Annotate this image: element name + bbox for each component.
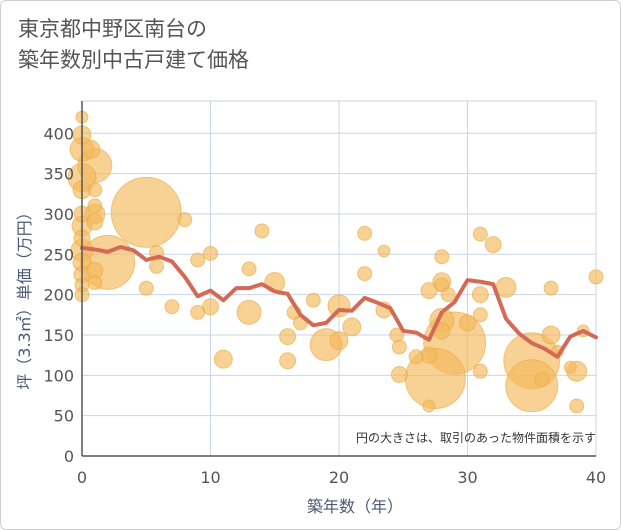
chart-title: 東京都中野区南台の 築年数別中古戸建て価格 (18, 14, 249, 76)
bubble-size-note: 円の大きさは、取引のあった物件面積を示す (356, 430, 596, 445)
y-tick-label-100: 100 (43, 366, 74, 385)
bubble-18 (86, 213, 104, 231)
y-tick-label-300: 300 (43, 205, 74, 224)
bubble-25 (149, 258, 165, 274)
bubble-66 (472, 226, 488, 242)
x-axis-title: 築年数（年） (307, 497, 403, 516)
bubble-70 (484, 236, 502, 254)
bubble-33 (241, 261, 257, 277)
x-tick-label-20: 20 (329, 468, 349, 487)
bubble-75 (543, 280, 559, 296)
bubbles (67, 110, 604, 414)
bubble-27 (177, 212, 193, 228)
y-tick-label-150: 150 (43, 326, 74, 345)
x-tick-label-0: 0 (77, 468, 87, 487)
y-tick-label-0: 0 (64, 447, 74, 466)
bubble-43 (327, 294, 351, 318)
bubble-37 (279, 328, 297, 346)
bubble-58 (434, 249, 450, 265)
chart-title-line-1: 東京都中野区南台の (18, 17, 207, 41)
bubble-23 (138, 280, 154, 296)
bubble-56 (422, 399, 436, 413)
axes (81, 101, 596, 457)
bubble-82 (588, 269, 604, 285)
bubble-38 (279, 352, 297, 370)
bubble-65 (459, 314, 476, 332)
bubble-15 (87, 182, 103, 198)
bubble-29 (190, 304, 206, 320)
bubble-63 (440, 287, 456, 303)
y-tick-label-200: 200 (43, 286, 74, 305)
bubble-35 (254, 223, 270, 239)
bubble-28 (190, 252, 206, 268)
bubble-34 (236, 299, 262, 325)
bubble-67 (471, 286, 489, 304)
chart-title-line-2: 築年数別中古戸建て価格 (18, 48, 249, 72)
bubble-69 (472, 363, 488, 379)
bubble-73 (505, 359, 559, 413)
bubble-32 (213, 349, 233, 369)
trend-line (80, 245, 598, 359)
x-tick-label-10: 10 (200, 468, 220, 487)
bubble-41 (305, 292, 321, 308)
bubble-13 (81, 139, 101, 159)
x-tick-label-40: 40 (586, 468, 606, 487)
trend-line-path (80, 245, 598, 359)
tick-labels: 0 50 100 150 200 250 300 350 400 0 10 20 30 40 (43, 124, 606, 487)
bubble-45 (342, 317, 362, 337)
bubble-46 (357, 225, 373, 241)
bubble-20 (87, 275, 103, 291)
y-tick-label-50: 50 (54, 407, 74, 426)
bubble-47 (357, 266, 373, 282)
bubble-48 (377, 244, 391, 258)
bubble-68 (472, 307, 488, 323)
y-tick-label-350: 350 (43, 165, 74, 184)
x-tick-label-30: 30 (457, 468, 477, 487)
bubble-51 (391, 339, 407, 355)
bubble-16 (87, 198, 103, 214)
y-axis-title: 坪（3.3㎡）単価（万円） (15, 204, 34, 389)
bubble-76 (541, 325, 561, 345)
bubble-30 (203, 245, 218, 261)
bubble-74 (534, 371, 550, 387)
y-tick-label-250: 250 (43, 245, 74, 264)
bubble-26 (164, 299, 180, 315)
bubble-78 (563, 360, 577, 374)
bubble-52 (390, 366, 408, 384)
bubble-53 (408, 349, 424, 365)
bubble-22 (110, 176, 182, 248)
bubble-80 (569, 398, 585, 414)
y-tick-label-400: 400 (43, 124, 74, 143)
bubble-44 (329, 331, 349, 351)
